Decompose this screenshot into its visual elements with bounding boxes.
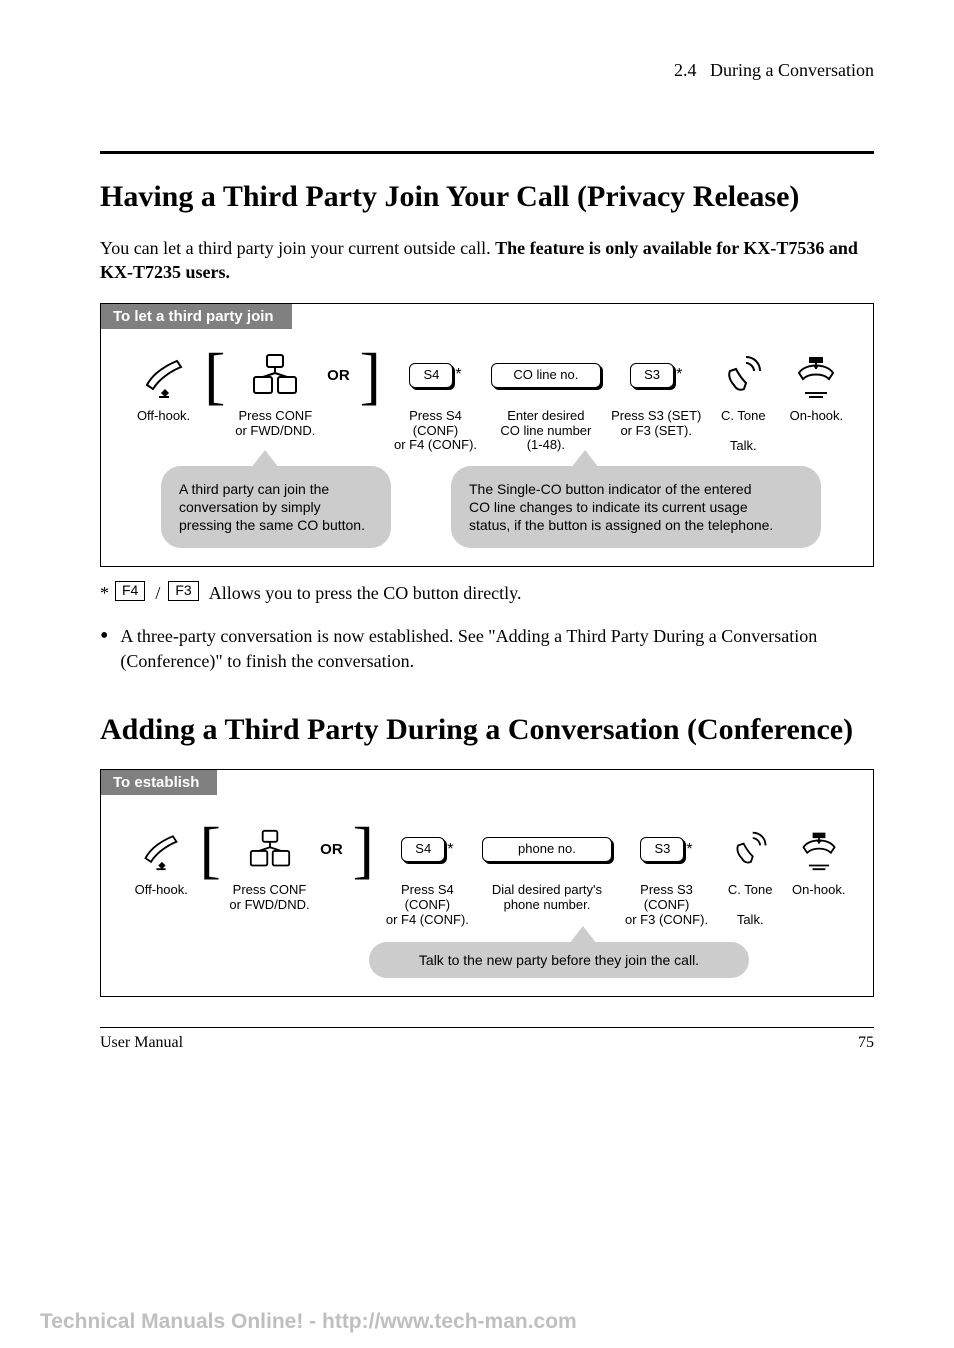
section2-flow-row: Off-hook. [ Press CONF or FWD/DND. OR ] <box>101 795 873 928</box>
conf-fwd-label: Press CONF or FWD/DND. <box>235 409 315 439</box>
page-footer: User Manual 75 <box>100 1034 874 1052</box>
section1-flow-row: Off-hook. [ Press CONF or FWD/DND. OR ] <box>101 329 873 454</box>
step-s4: S4 * Press S4 (CONF) or F4 (CONF). <box>389 347 482 454</box>
star-note-text: Allows you to press the CO button direct… <box>209 581 522 606</box>
section1-callout-left: A third party can join the conversation … <box>161 466 391 549</box>
section2-callout: Talk to the new party before they join t… <box>369 942 749 978</box>
section1-star-note: * F4 / F3 Allows you to press the CO but… <box>100 581 874 606</box>
offhook-label-2: Off-hook. <box>135 883 188 913</box>
phone-label: Dial desired party's phone number. <box>492 883 602 913</box>
s3-key-2: S3 <box>640 837 684 862</box>
bottom-rule <box>100 1027 874 1028</box>
phone-key: phone no. <box>482 821 612 879</box>
s4-key-2: S4 <box>401 837 445 862</box>
top-rule <box>100 151 874 154</box>
onhook-icon <box>793 347 839 405</box>
chapter-title: During a Conversation <box>710 60 874 80</box>
ctone-label-2: C. Tone <box>728 883 773 913</box>
s4-star-2: * <box>447 841 453 859</box>
chapter-header: 2.4 During a Conversation <box>100 60 874 81</box>
bracket-close-icon: ] <box>360 347 381 405</box>
callout-left-text: A third party can join the conversation … <box>179 481 365 533</box>
step2-offhook: Off-hook. <box>131 821 192 913</box>
star-char: * <box>100 581 109 606</box>
s3-label: Press S3 (SET) or F3 (SET). <box>611 409 701 439</box>
section1-flowbox: To let a third party join Off-hook. [ <box>100 303 874 568</box>
offhook-label: Off-hook. <box>137 409 190 439</box>
s4-label-2: Press S4 (CONF) or F4 (CONF). <box>382 883 473 928</box>
s4-key: S4 <box>409 363 453 388</box>
f4-keybox: F4 <box>115 581 145 601</box>
callout-right-text: The Single-CO button indicator of the en… <box>469 481 773 533</box>
co-keycap: CO line no. <box>491 363 601 388</box>
bracket-open-icon: [ <box>204 347 225 405</box>
f3-keybox: F3 <box>168 581 198 601</box>
step-s3: S3 * Press S3 (SET) or F3 (SET). <box>610 347 703 439</box>
page: { "header": { "chapter": "2.4", "title":… <box>0 0 954 1092</box>
phone-keycap: phone no. <box>482 837 612 862</box>
offhook-icon <box>141 347 187 405</box>
s4-keys-2: S4 * <box>401 821 453 879</box>
step-onhook: On-hook. <box>784 347 849 439</box>
section1-intro: You can let a third party join your curr… <box>100 236 874 285</box>
section2-callout-text: Talk to the new party before they join t… <box>419 952 699 968</box>
conf-fwd-icon <box>250 347 300 405</box>
step-co-line: CO line no. Enter desired CO line number… <box>490 347 602 454</box>
s4-label: Press S4 (CONF) or F4 (CONF). <box>389 409 482 454</box>
s3-keys-2: S3 * <box>640 821 692 879</box>
co-label: Enter desired CO line number (1-48). <box>500 409 591 454</box>
step2-onhook: On-hook. <box>788 821 849 913</box>
s3-label-2: Press S3 (CONF) or F3 (CONF). <box>621 883 712 928</box>
star-slash: / <box>155 581 160 606</box>
section2-tab: To establish <box>101 770 217 795</box>
onhook-label-2: On-hook. <box>792 883 845 913</box>
talk-label-2: Talk. <box>737 913 764 928</box>
bullet-dot: • <box>100 624 108 673</box>
step2-s3: S3 * Press S3 (CONF) or F3 (CONF). <box>621 821 712 928</box>
s4-keys: S4 * <box>409 347 461 405</box>
watermark: Technical Manuals Online! - http://www.t… <box>0 1310 954 1334</box>
chapter-number: 2.4 <box>674 60 697 80</box>
section1-bullet: A three-party conversation is now establ… <box>120 624 874 673</box>
onhook-label: On-hook. <box>790 409 843 439</box>
section1-bullet-row: • A three-party conversation is now esta… <box>100 624 874 673</box>
or-label-2: OR <box>320 821 343 879</box>
onhook-icon-2 <box>798 821 840 879</box>
talk-label: Talk. <box>730 439 757 454</box>
conf-fwd-icon-2 <box>247 821 293 879</box>
offhook-icon-2 <box>140 821 182 879</box>
section2-callout-row: Talk to the new party before they join t… <box>101 928 873 978</box>
section2-flowbox: To establish Off-hook. [ <box>100 769 874 997</box>
step2-s4: S4 * Press S4 (CONF) or F4 (CONF). <box>382 821 473 928</box>
s3-key: S3 <box>630 363 674 388</box>
s3-star-2: * <box>686 841 692 859</box>
step2-ctone-talk: C. Tone Talk. <box>720 821 781 928</box>
step-offhook: Off-hook. <box>131 347 196 439</box>
s3-keys: S3 * <box>630 347 682 405</box>
s4-star: * <box>455 366 461 384</box>
step-conf-fwd: Press CONF or FWD/DND. <box>233 347 317 439</box>
section1-tab: To let a third party join <box>101 304 292 329</box>
section1-heading: Having a Third Party Join Your Call (Pri… <box>100 180 874 214</box>
bracket-close-icon-2: ] <box>353 821 374 879</box>
talk-icon <box>720 347 766 405</box>
conf-fwd-label-2: Press CONF or FWD/DND. <box>229 883 309 913</box>
co-key: CO line no. <box>491 347 601 405</box>
step2-phone: phone no. Dial desired party's phone num… <box>481 821 613 913</box>
s3-star: * <box>676 366 682 384</box>
section2-heading: Adding a Third Party During a Conversati… <box>100 713 874 747</box>
section1-callout-right: The Single-CO button indicator of the en… <box>451 466 821 549</box>
bracket-open-icon-2: [ <box>200 821 221 879</box>
step-ctone-talk: C. Tone Talk. <box>711 347 776 454</box>
or-label: OR <box>327 347 350 405</box>
footer-left: User Manual <box>100 1034 183 1052</box>
step2-conf-fwd: Press CONF or FWD/DND. <box>229 821 310 913</box>
footer-right: 75 <box>858 1034 874 1052</box>
section1-callouts: A third party can join the conversation … <box>101 454 873 549</box>
section1-intro-prefix: You can let a third party join your curr… <box>100 238 491 258</box>
ctone-label: C. Tone <box>721 409 766 439</box>
talk-icon-2 <box>729 821 771 879</box>
